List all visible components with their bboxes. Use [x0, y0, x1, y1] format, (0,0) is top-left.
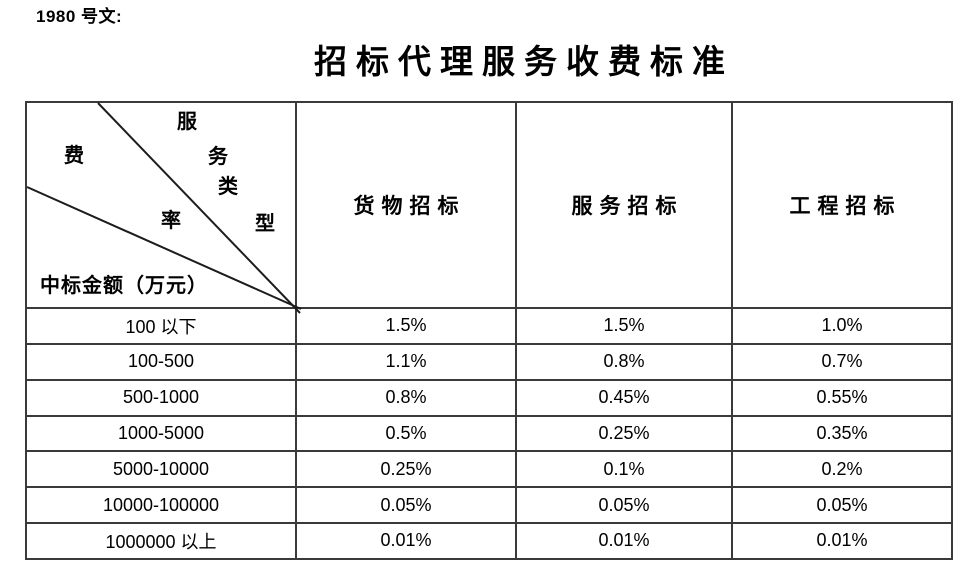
corner-fee-label-char2: 率: [161, 210, 181, 232]
amount-range-cell: 100 以下: [25, 307, 297, 345]
corner-fee-label-char1: 费: [64, 145, 84, 167]
rate-cell: 1.5%: [515, 307, 733, 345]
table-row: 10000-100000 0.05% 0.05% 0.05%: [25, 486, 953, 525]
amount-range-cell: 1000-5000: [25, 414, 297, 453]
rate-cell: 0.25%: [295, 450, 517, 489]
table-row: 500-1000 0.8% 0.45% 0.55%: [25, 378, 953, 417]
header-row: 费 率 服 务 类 型 中标金额（万元） 货物招标 服务招标 工程招标: [25, 101, 953, 314]
table-row: 1000-5000 0.5% 0.25% 0.35%: [25, 414, 953, 453]
corner-service-type-char1: 服: [177, 111, 197, 133]
rate-cell: 0.01%: [295, 522, 517, 560]
rate-cell: 0.05%: [731, 486, 953, 525]
column-header-engineering-bidding: 工程招标: [731, 101, 953, 309]
amount-range-cell: 5000-10000: [25, 450, 297, 489]
corner-amount-label: 中标金额（万元）: [40, 275, 208, 297]
column-header-service-bidding: 服务招标: [515, 101, 733, 309]
rate-cell: 0.7%: [731, 342, 953, 381]
page-title: 招标代理服务收费标准: [314, 45, 734, 81]
doc-number-label: 1980 号文:: [36, 7, 123, 26]
fee-standard-table: 费 率 服 务 类 型 中标金额（万元） 货物招标 服务招标 工程招标 100 …: [25, 101, 953, 560]
diagonal-split-lines-icon: [26, 102, 302, 314]
rate-cell: 0.05%: [295, 486, 517, 525]
table-row: 1000000 以上 0.01% 0.01% 0.01%: [25, 522, 953, 560]
rate-cell: 0.45%: [515, 378, 733, 417]
rate-cell: 0.01%: [731, 522, 953, 560]
rate-cell: 0.5%: [295, 414, 517, 453]
rate-cell: 0.01%: [515, 522, 733, 560]
rate-cell: 1.1%: [295, 342, 517, 381]
table-row: 100 以下 1.5% 1.5% 1.0%: [25, 307, 953, 345]
amount-range-cell: 1000000 以上: [25, 522, 297, 560]
diagonal-header-cell: 费 率 服 务 类 型 中标金额（万元）: [25, 101, 302, 314]
rate-cell: 0.8%: [515, 342, 733, 381]
corner-service-type-char4: 型: [255, 213, 275, 235]
rate-cell: 0.55%: [731, 378, 953, 417]
rate-cell: 0.35%: [731, 414, 953, 453]
rate-cell: 0.2%: [731, 450, 953, 489]
corner-service-type-char3: 类: [218, 176, 238, 198]
table-row: 5000-10000 0.25% 0.1% 0.2%: [25, 450, 953, 489]
rate-cell: 0.8%: [295, 378, 517, 417]
corner-service-type-char2: 务: [208, 146, 228, 168]
rate-cell: 1.5%: [295, 307, 517, 345]
rate-cell: 0.05%: [515, 486, 733, 525]
amount-range-cell: 100-500: [25, 342, 297, 381]
table-row: 100-500 1.1% 0.8% 0.7%: [25, 342, 953, 381]
amount-range-cell: 500-1000: [25, 378, 297, 417]
rate-cell: 0.25%: [515, 414, 733, 453]
column-header-goods-bidding: 货物招标: [295, 101, 517, 309]
amount-range-cell: 10000-100000: [25, 486, 297, 525]
rate-cell: 1.0%: [731, 307, 953, 345]
rate-cell: 0.1%: [515, 450, 733, 489]
